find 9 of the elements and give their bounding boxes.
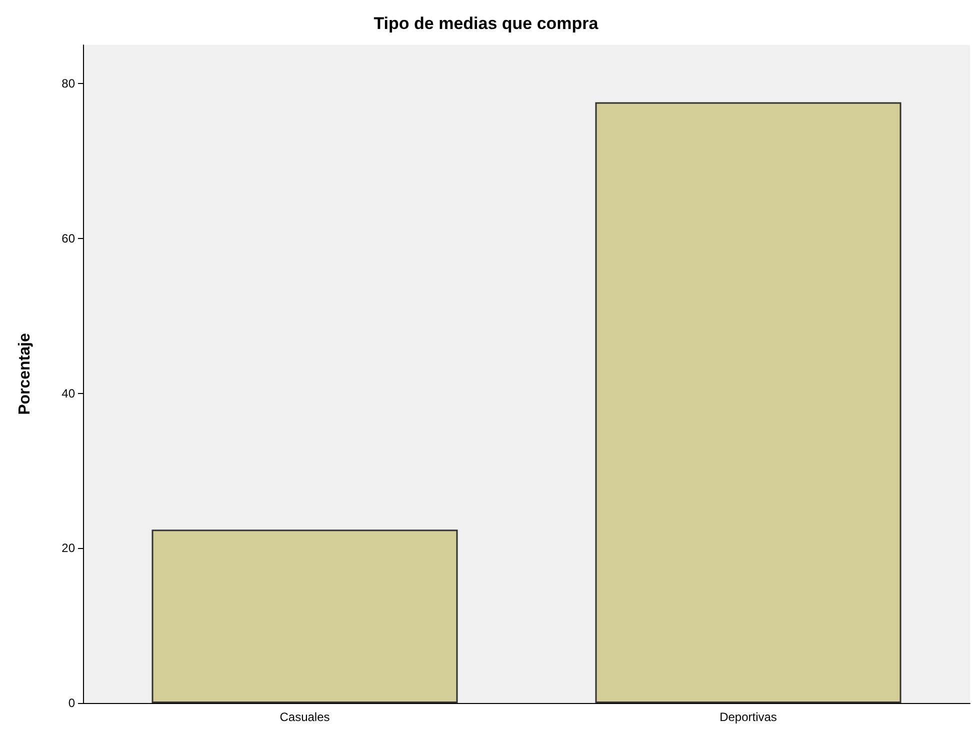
chart-title: Tipo de medias que compra	[374, 14, 599, 33]
x-tick-label: Casuales	[280, 710, 330, 724]
y-tick-label: 20	[62, 541, 76, 556]
x-tick-label: Deportivas	[720, 710, 777, 724]
y-tick-label: 0	[68, 696, 76, 710]
y-tick-label: 80	[62, 76, 76, 91]
y-tick-label: 40	[62, 386, 76, 400]
y-axis-title: Porcentaje	[16, 332, 34, 415]
y-tick-label: 60	[62, 232, 76, 246]
